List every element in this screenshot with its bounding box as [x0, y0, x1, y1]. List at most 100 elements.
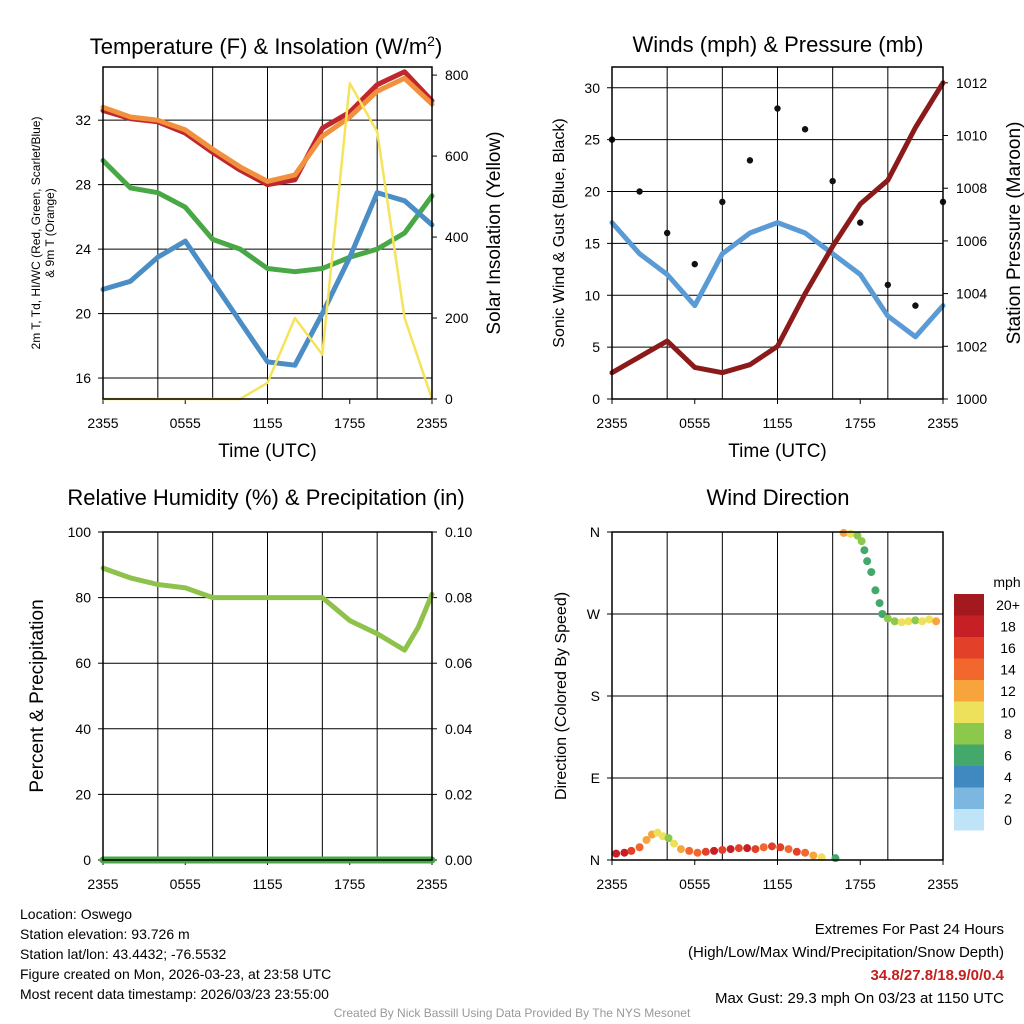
- y-tick-label: E: [591, 770, 600, 786]
- x-axis-label: Time (UTC): [728, 441, 827, 462]
- chart-panel-2: 2355 0555 1155 1755 2355 Winds (mph) & Pressu…: [551, 32, 1024, 462]
- chart-title: Winds (mph) & Pressure (mb): [633, 32, 924, 57]
- y-axis-label: Percent & Precipitation: [27, 599, 48, 792]
- direction-point: [871, 586, 880, 595]
- extremes-heading: Extremes For Past 24 Hours: [814, 921, 1004, 938]
- direction-point: [846, 529, 855, 538]
- x-tick-label: 2355: [927, 415, 958, 431]
- legend-label: 4: [1004, 769, 1012, 785]
- legend-swatch: [954, 809, 984, 831]
- direction-point: [784, 845, 793, 854]
- x-tick-label: 0555: [679, 876, 710, 892]
- y-tick-label: 5: [592, 339, 600, 355]
- legend-label: 20+: [996, 597, 1020, 613]
- legend-swatch: [954, 787, 984, 809]
- direction-point: [932, 617, 941, 626]
- y-axis-label: Sonic Wind & Gust (Blue, Black): [551, 118, 568, 347]
- legend-label: 18: [1000, 619, 1016, 635]
- recent-data-timestamp: Most recent data timestamp: 2026/03/23 2…: [20, 986, 329, 1002]
- direction-point: [751, 845, 760, 854]
- y-tick-label: 10: [584, 287, 600, 303]
- plot-border: [611, 531, 944, 861]
- direction-point: [801, 848, 810, 857]
- x-tick-label: 2355: [927, 876, 958, 892]
- direction-point: [676, 845, 685, 854]
- station-elevation: Station elevation: 93.726 m: [20, 926, 190, 942]
- series-line-wc: [100, 190, 435, 368]
- gust-point: [691, 260, 698, 268]
- y-tick-label: 32: [75, 112, 91, 128]
- series-line-relative-humidity: [100, 565, 435, 653]
- y2-tick-label: 1002: [956, 338, 987, 354]
- y-tick-label: 100: [68, 524, 92, 540]
- y2-tick-label: 0.06: [445, 655, 472, 671]
- title-end: ): [435, 34, 442, 59]
- direction-point: [883, 614, 892, 623]
- y-tick-label: 20: [584, 184, 600, 200]
- direction-point: [701, 847, 710, 856]
- legend-label: 8: [1004, 726, 1012, 742]
- gust-point: [857, 219, 864, 226]
- direction-point: [918, 617, 927, 626]
- legend-swatch: [954, 637, 984, 659]
- y2-tick-label: 1004: [956, 286, 987, 302]
- legend-label: 16: [1000, 640, 1016, 656]
- y-tick-label: 24: [75, 241, 91, 257]
- x-tick-label: 1155: [762, 415, 792, 431]
- chart-title: Relative Humidity (%) & Precipitation (i…: [67, 485, 464, 510]
- gust-point: [636, 188, 643, 195]
- y-tick-label: 0: [83, 852, 91, 868]
- direction-point: [743, 844, 752, 853]
- direction-point: [718, 845, 727, 854]
- x-tick-label: 1155: [762, 876, 792, 892]
- gust-point: [884, 281, 892, 289]
- direction-point: [620, 848, 629, 857]
- direction-point: [685, 846, 694, 855]
- direction-point: [839, 528, 848, 537]
- x-tick-label: 1155: [252, 415, 282, 431]
- gust-point: [663, 229, 671, 237]
- y2-tick-label: 0.10: [445, 524, 472, 540]
- direction-point: [759, 843, 768, 852]
- legend-swatch: [954, 594, 984, 616]
- legend-swatch: [954, 723, 984, 745]
- direction-point: [734, 844, 743, 853]
- direction-point: [710, 846, 719, 855]
- y2-tick-label: 1008: [956, 180, 987, 196]
- y-tick-label: 80: [75, 590, 91, 606]
- gust-point: [829, 177, 836, 185]
- direction-point: [792, 847, 801, 856]
- direction-point: [911, 616, 920, 625]
- direction-point: [693, 848, 702, 857]
- legend-swatch: [954, 701, 984, 723]
- chart-title: Temperature (F) & Insolation (W/m2): [90, 33, 443, 59]
- speed-legend: mph 20+ 18 16 14 12 10 8 6 4 2 0: [954, 574, 1021, 831]
- station-info: Location: Oswego Station elevation: 93.7…: [20, 904, 331, 1004]
- x-tick-label: 1755: [845, 876, 876, 892]
- chart-panel-4: 2355 0555 1155 1755 2355 Wind Direction N E S W N D…: [553, 485, 1021, 892]
- direction-point: [726, 845, 735, 854]
- y2-tick-label: 800: [445, 67, 469, 83]
- series-line-sonic-wind: [609, 220, 946, 340]
- direction-point: [925, 615, 934, 624]
- legend-swatch: [954, 680, 984, 702]
- direction-point: [664, 834, 673, 843]
- y2-tick-label: 0.00: [445, 852, 472, 868]
- y2-tick-label: 0: [445, 391, 453, 407]
- y-axis-label: 2m T, Td, HI/WC (Red, Green, Scarlet/Blu…: [29, 117, 43, 350]
- direction-point: [897, 618, 906, 627]
- extremes-values: 34.8/27.8/18.9/0/0.4: [870, 967, 1004, 984]
- legend-swatch: [954, 615, 984, 637]
- extremes-panel: Extremes For Past 24 Hours (High/Low/Max…: [688, 918, 1004, 1010]
- gust-point: [719, 198, 726, 206]
- station-latlon: Station lat/lon: 43.4432; -76.5532: [20, 946, 227, 962]
- y-tick-label: 40: [75, 721, 91, 737]
- plot-border: [102, 531, 433, 861]
- direction-point: [776, 843, 785, 852]
- direction-point: [831, 854, 840, 863]
- y2-tick-label: 0.04: [445, 721, 472, 737]
- direction-point: [853, 531, 862, 540]
- y2-tick-label: 1012: [956, 75, 987, 91]
- credit-line: Created By Nick Bassill Using Data Provi…: [333, 1006, 691, 1020]
- y2-tick-label: 1010: [956, 128, 987, 144]
